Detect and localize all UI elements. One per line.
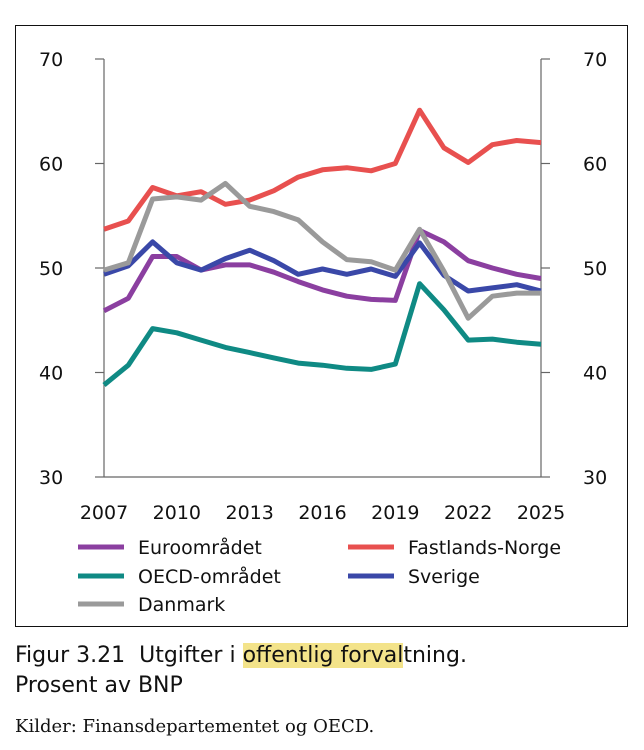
legend-label-fastlands-norge: Fastlands-Norge: [408, 537, 561, 559]
x-tick-label: 2013: [225, 502, 273, 524]
x-tick-label: 2010: [153, 502, 201, 524]
caption-title-end: tning.: [403, 643, 467, 668]
y-tick-label-left: 30: [39, 467, 63, 489]
series-line-sverige: [103, 239, 542, 294]
x-tick-label: 2007: [80, 502, 128, 524]
y-tick-label-right: 70: [583, 49, 607, 71]
figure-caption: Figur 3.21 Utgifter i offentlig forvaltn…: [15, 641, 615, 701]
y-tick-label-left: 60: [39, 154, 63, 176]
series-line-fastlands-norge: [103, 107, 542, 232]
legend-label-oecd-omr-det: OECD-området: [138, 565, 281, 588]
y-tick-label-left: 70: [39, 49, 63, 71]
line-chart: 30 30 40 40 50 50 60 60 70 70 2007 2010 2013 2016 2019…: [39, 49, 607, 616]
legend-label-danmark: Danmark: [138, 594, 225, 616]
y-tick-label-right: 50: [583, 258, 607, 280]
source-note: Kilder: Finansdepartementet og OECD.: [15, 716, 375, 737]
series-line-euroomr-det: [102, 227, 542, 314]
caption-title-start: Utgifter i: [139, 643, 243, 668]
y-tick-label-left: 40: [39, 363, 63, 385]
x-tick-label: 2016: [298, 502, 346, 524]
y-tick-label-right: 60: [583, 154, 607, 176]
x-tick-label: 2022: [444, 502, 492, 524]
x-tick-label: 2025: [517, 502, 565, 524]
y-tick-label-right: 40: [583, 363, 607, 385]
caption-subtitle: Prosent av BNP: [15, 673, 183, 698]
caption-highlight: offentlig forval: [242, 643, 404, 668]
legend-label-euroomr-det: Euroområdet: [138, 536, 262, 559]
caption-title-line: Figur 3.21 Utgifter i offentlig forvaltn…: [15, 641, 615, 671]
series-line-oecd-omr-det: [102, 281, 542, 387]
y-tick-label-left: 50: [39, 258, 63, 280]
chart-frame: 30 30 40 40 50 50 60 60 70 70 2007 2010 2013 2016 2019…: [15, 25, 628, 627]
figure-number: Figur 3.21: [15, 643, 126, 668]
series-line-danmark: [103, 180, 541, 321]
y-tick-label-right: 30: [583, 467, 607, 489]
legend-label-sverige: Sverige: [408, 566, 480, 588]
x-tick-label: 2019: [371, 502, 419, 524]
